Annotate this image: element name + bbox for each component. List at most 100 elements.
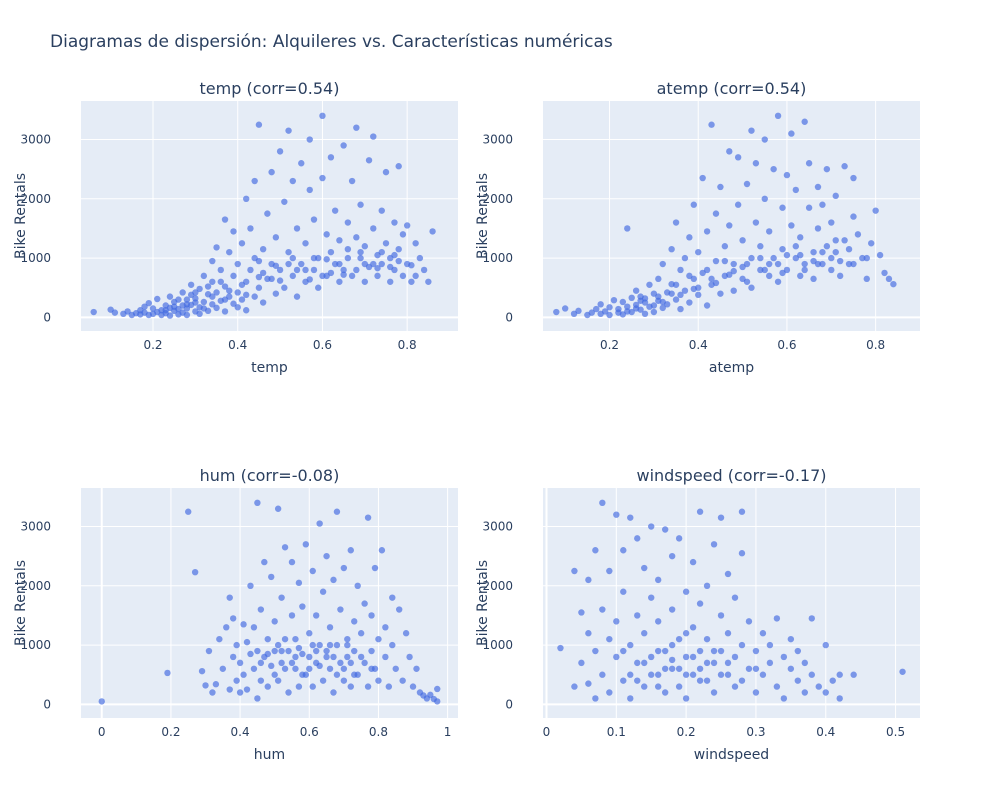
data-point xyxy=(391,251,398,259)
data-point xyxy=(416,254,424,262)
data-point xyxy=(620,677,627,684)
data-point xyxy=(257,677,265,684)
data-point xyxy=(774,260,782,268)
data-point xyxy=(724,630,732,637)
data-point xyxy=(739,263,746,271)
data-point xyxy=(731,683,739,690)
y-tick-label: 2000 xyxy=(482,192,513,206)
data-point xyxy=(808,671,815,678)
data-point xyxy=(243,291,250,299)
x-tick-label: 0.6 xyxy=(777,338,796,352)
data-point xyxy=(717,514,725,521)
data-point xyxy=(361,260,369,268)
data-point xyxy=(585,680,592,687)
data-point xyxy=(797,234,804,241)
data-point xyxy=(361,243,369,250)
data-point xyxy=(316,520,323,527)
data-point xyxy=(748,254,755,262)
data-point xyxy=(677,305,684,313)
data-point xyxy=(717,647,725,655)
data-point xyxy=(247,225,254,232)
data-point xyxy=(327,154,335,161)
data-point xyxy=(250,624,258,631)
data-point xyxy=(238,281,246,288)
data-point xyxy=(731,594,739,601)
data-point xyxy=(344,653,351,661)
data-point xyxy=(801,659,809,667)
data-point xyxy=(295,579,303,587)
data-point xyxy=(251,254,258,262)
data-point xyxy=(226,686,233,693)
data-point xyxy=(828,266,835,274)
data-point xyxy=(814,183,822,191)
data-point xyxy=(255,284,263,291)
data-point xyxy=(606,689,613,696)
data-point xyxy=(682,630,690,637)
data-point xyxy=(371,564,379,572)
data-point xyxy=(378,207,385,214)
data-point xyxy=(606,304,613,311)
data-point xyxy=(787,635,795,643)
data-point xyxy=(166,312,174,319)
data-point xyxy=(757,254,764,262)
data-point xyxy=(374,272,381,280)
data-point xyxy=(306,630,313,637)
data-point xyxy=(613,618,620,625)
data-point xyxy=(675,635,683,643)
data-point xyxy=(357,630,365,637)
data-point xyxy=(745,618,753,625)
data-point xyxy=(659,304,666,312)
data-point xyxy=(672,281,680,288)
data-point xyxy=(774,278,782,285)
data-point xyxy=(420,266,428,274)
data-point xyxy=(344,254,352,262)
data-point xyxy=(695,284,702,291)
data-point xyxy=(627,641,634,649)
data-point xyxy=(850,213,857,220)
data-point xyxy=(689,624,697,631)
x-tick-label: 0.2 xyxy=(161,725,180,739)
plot-background xyxy=(543,488,920,718)
data-point xyxy=(814,260,822,268)
data-point xyxy=(213,304,220,312)
data-point xyxy=(885,275,893,283)
subplot-title: hum (corr=-0.08) xyxy=(200,466,340,485)
data-point xyxy=(251,293,258,300)
data-point xyxy=(336,278,343,285)
y-axis-title: Bike Rentals xyxy=(475,173,491,259)
data-point xyxy=(739,237,746,244)
data-point xyxy=(351,618,358,625)
data-point xyxy=(340,266,347,274)
data-point xyxy=(759,671,767,678)
data-point xyxy=(319,677,327,684)
data-point xyxy=(748,127,755,134)
data-point xyxy=(361,600,368,607)
data-point xyxy=(766,272,773,280)
data-point xyxy=(703,677,711,684)
data-point xyxy=(613,511,620,518)
data-point xyxy=(357,248,364,256)
data-point xyxy=(276,266,284,274)
data-point xyxy=(689,671,697,678)
data-point xyxy=(654,618,662,625)
data-point xyxy=(610,296,618,304)
y-tick-label: 1000 xyxy=(20,638,51,652)
data-point xyxy=(779,204,786,211)
data-point xyxy=(717,612,725,619)
data-point xyxy=(124,308,131,315)
data-point xyxy=(695,291,702,299)
data-point xyxy=(677,266,684,274)
data-point xyxy=(306,653,313,661)
data-point xyxy=(179,289,186,296)
data-point xyxy=(348,272,356,280)
data-point xyxy=(209,293,216,300)
y-tick-label: 1000 xyxy=(20,251,51,265)
x-tick-label: 0.6 xyxy=(300,725,319,739)
data-point xyxy=(773,615,781,622)
data-point xyxy=(863,254,870,262)
data-point xyxy=(298,160,305,167)
data-point xyxy=(703,582,711,590)
data-point xyxy=(204,283,212,290)
data-point xyxy=(575,307,582,315)
data-point xyxy=(726,222,733,229)
